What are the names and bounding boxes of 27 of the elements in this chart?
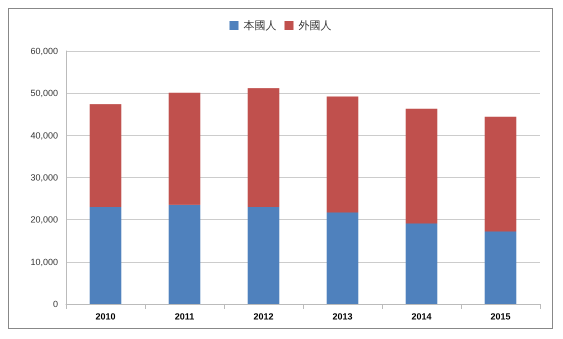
bar: [90, 104, 122, 208]
bar: [248, 207, 280, 304]
bar: [326, 212, 358, 304]
y-tick-label: 10,000: [30, 256, 58, 267]
x-tick-label: 2015: [490, 312, 511, 322]
bar: [168, 92, 200, 205]
legend-label: 外國人: [298, 19, 332, 32]
y-tick-label: 30,000: [30, 172, 58, 182]
y-tick-label: 50,000: [30, 88, 58, 98]
bar: [484, 116, 516, 232]
y-tick-label: 60,000: [30, 46, 58, 56]
bar: [484, 231, 516, 304]
bar: [168, 204, 200, 304]
bar: [326, 96, 358, 212]
y-tick-label: 0: [52, 299, 58, 309]
x-tick-label: 2010: [95, 312, 116, 322]
bar: [406, 108, 438, 224]
x-tick-label: 2011: [174, 312, 194, 322]
x-tick-label: 2012: [253, 312, 274, 322]
y-tick-label: 20,000: [30, 214, 58, 225]
bar: [90, 207, 122, 304]
x-tick-label: 2013: [332, 312, 353, 322]
y-tick-label: 40,000: [30, 130, 58, 140]
x-tick-label: 2014: [411, 312, 432, 322]
bar: [406, 223, 438, 304]
bar: [248, 88, 280, 208]
legend-label: 本國人: [244, 19, 276, 32]
